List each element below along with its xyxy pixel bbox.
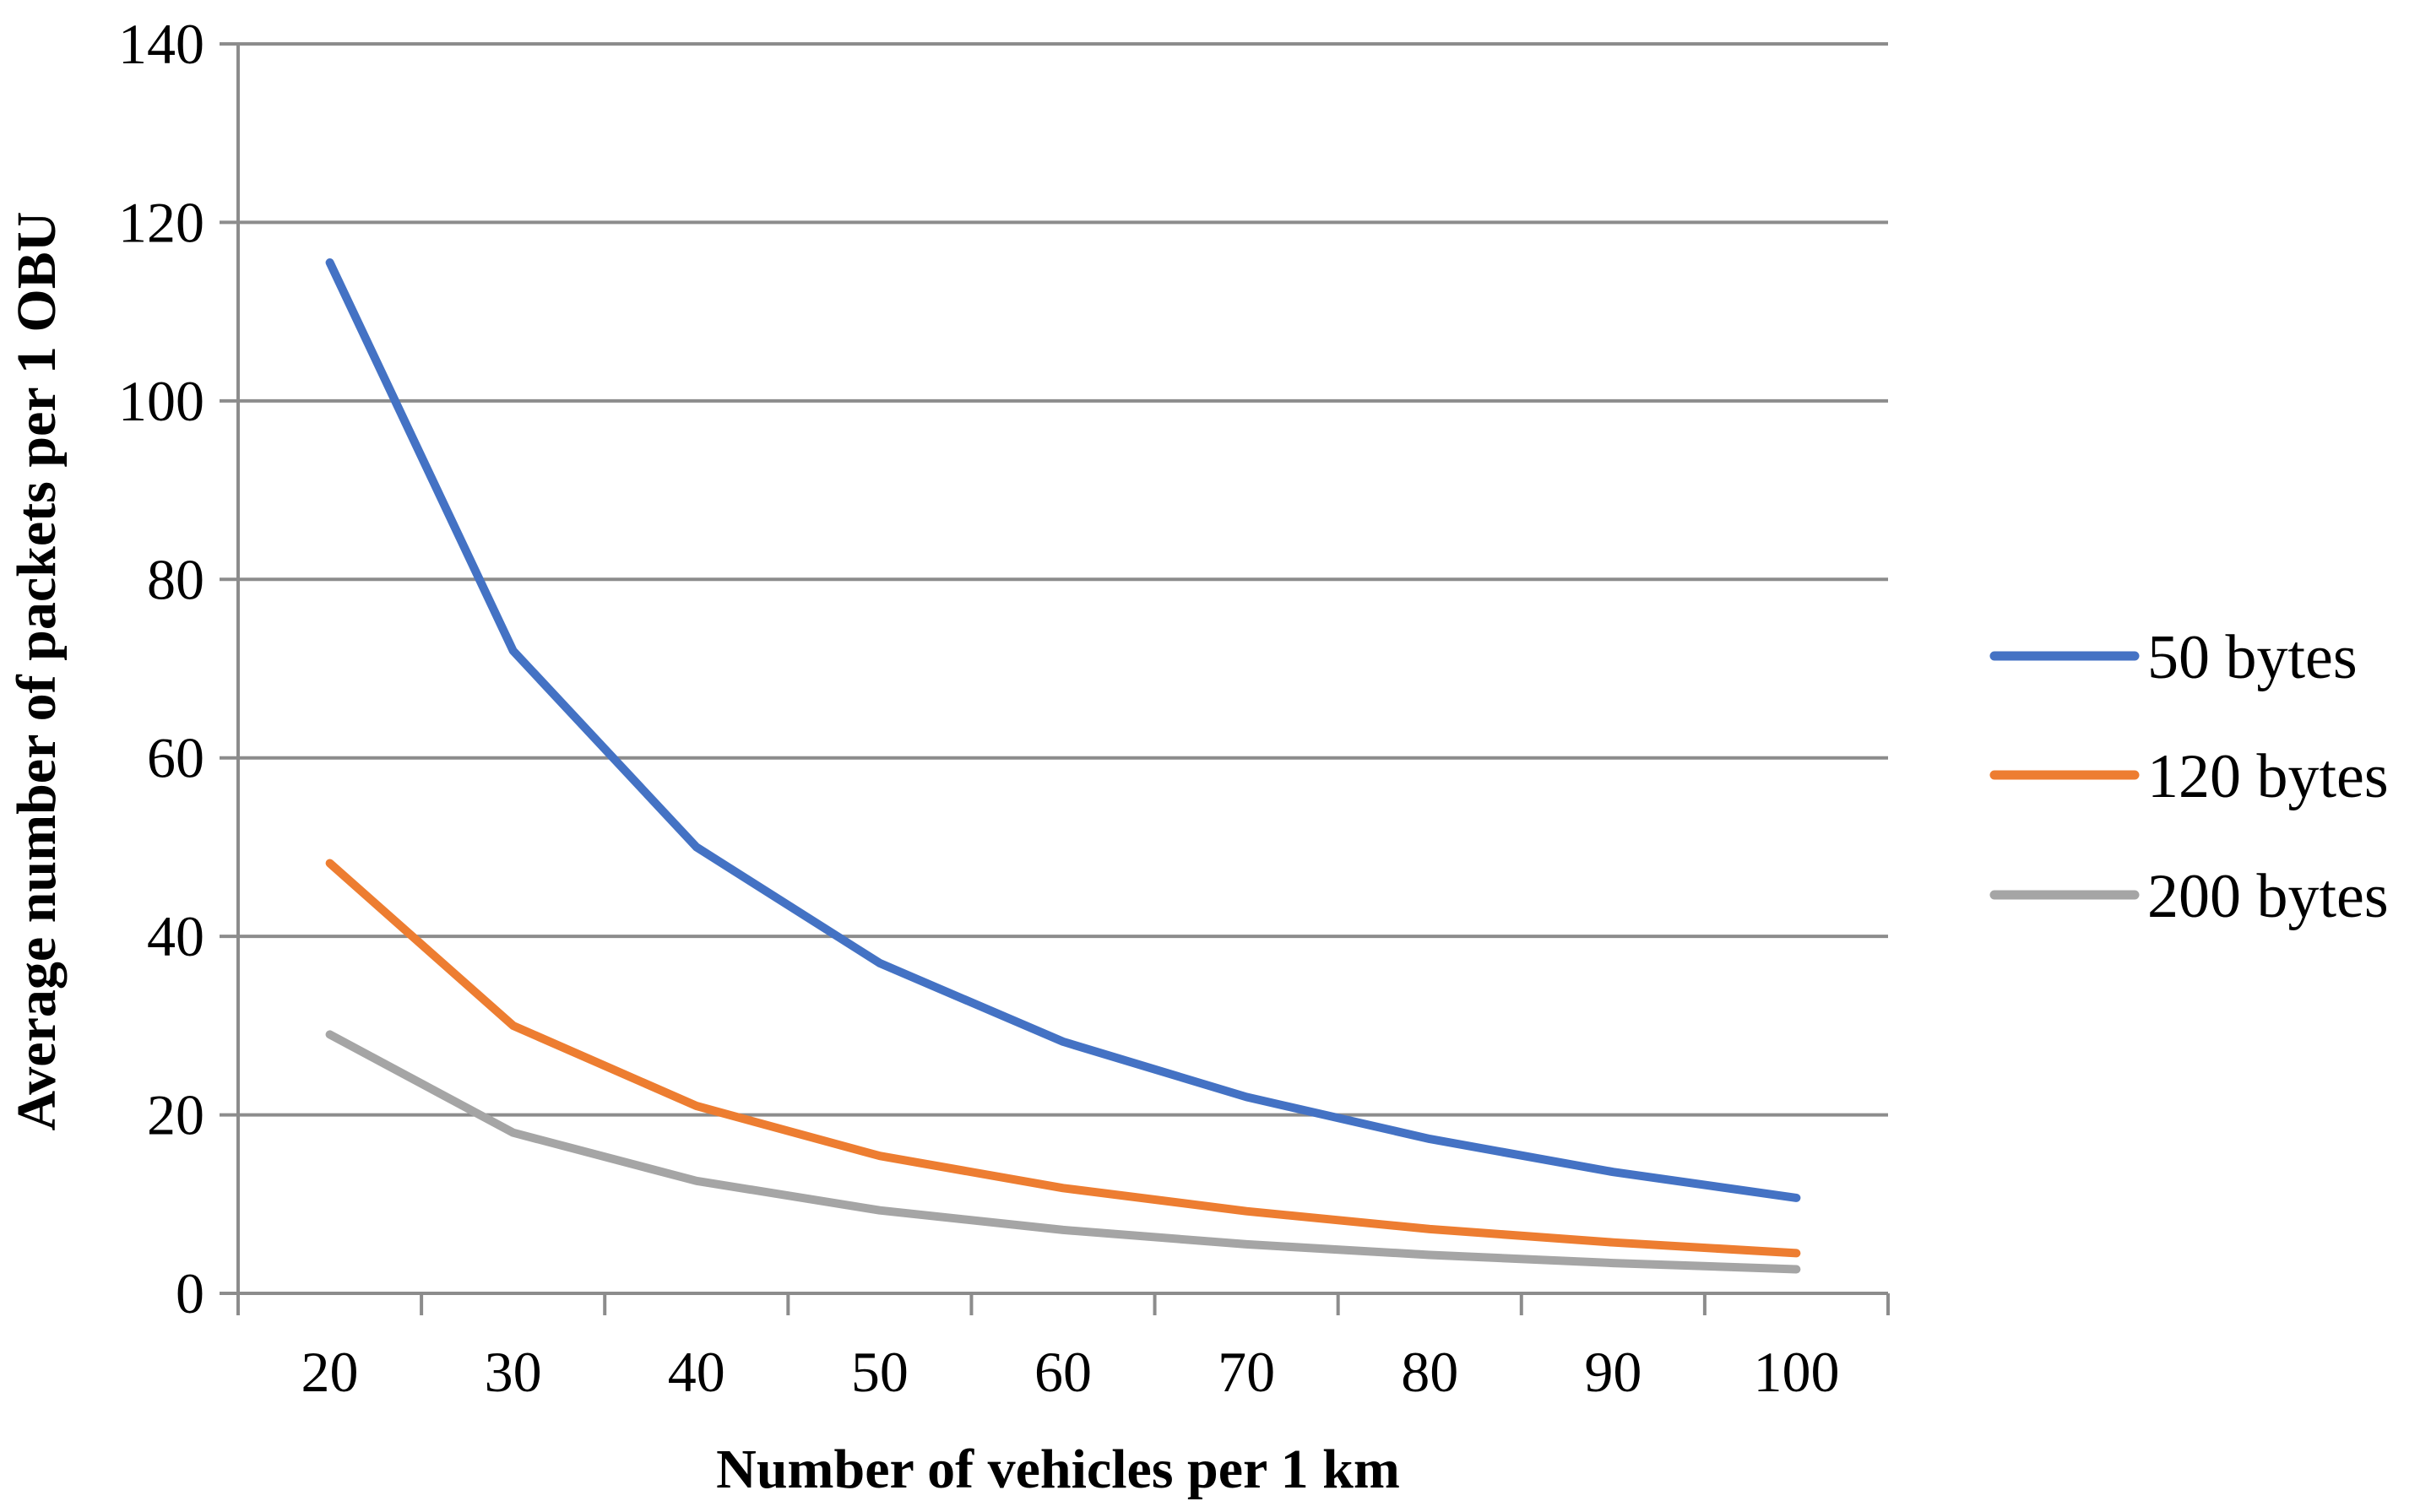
- legend-label: 50 bytes: [2147, 623, 2358, 692]
- y-tick-label: 140: [118, 12, 204, 76]
- x-axis-title: Number of vehicles per 1 km: [716, 1439, 1400, 1500]
- x-tick-label: 70: [1218, 1340, 1275, 1404]
- legend: 50 bytes 120 bytes 200 bytes: [1989, 623, 2389, 931]
- legend-label: 200 bytes: [2147, 862, 2389, 931]
- y-tick-label: 60: [147, 726, 204, 790]
- x-tick-label: 100: [1753, 1340, 1839, 1404]
- x-tick-label: 80: [1401, 1340, 1458, 1404]
- y-tick-label: 40: [147, 904, 204, 968]
- x-tick-label: 90: [1584, 1340, 1641, 1404]
- x-tick-label: 20: [301, 1340, 359, 1404]
- x-tick-label: 60: [1034, 1340, 1092, 1404]
- x-tick-label: 50: [851, 1340, 909, 1404]
- x-tick-label: 30: [485, 1340, 542, 1404]
- axes: [220, 42, 1890, 1315]
- y-tick-label: 100: [118, 369, 204, 433]
- y-tick-label: 80: [147, 547, 204, 611]
- legend-label: 120 bytes: [2147, 742, 2389, 811]
- series-line-200-bytes: [325, 1030, 1801, 1274]
- y-axis-title: Average number of packets per 1 OBU: [6, 212, 68, 1131]
- series-line-50-bytes: [325, 258, 1801, 1202]
- tick-labels: 0 20 40 60 80 100 120 140 20 30 40 50 60 70 80 90 100: [118, 12, 1839, 1404]
- series-lines: [325, 258, 1801, 1274]
- x-tick-label: 40: [668, 1340, 725, 1404]
- gridlines: [238, 42, 1888, 1117]
- series-line-120-bytes: [325, 859, 1801, 1258]
- y-tick-label: 20: [147, 1083, 204, 1147]
- y-tick-label: 120: [118, 190, 204, 254]
- y-tick-label: 0: [176, 1261, 204, 1325]
